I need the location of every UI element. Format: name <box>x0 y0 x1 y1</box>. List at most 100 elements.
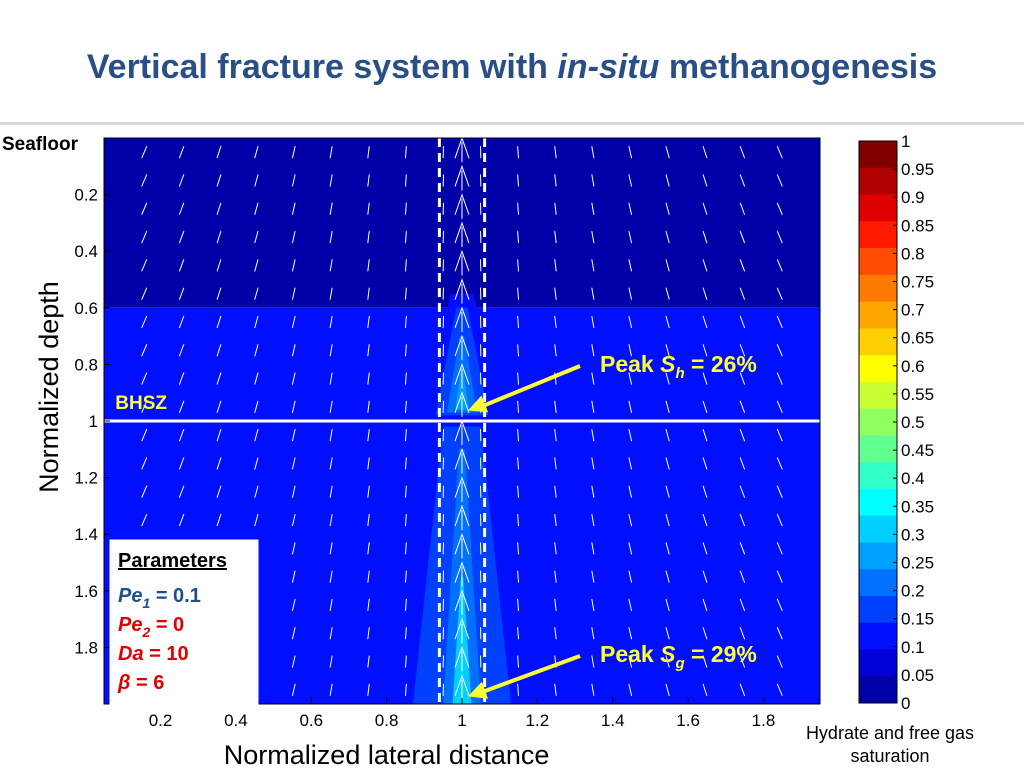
velocity-arrow <box>517 174 520 187</box>
velocity-arrow <box>739 627 746 640</box>
parameter-symbol: Da <box>118 643 144 665</box>
velocity-arrow <box>329 513 333 527</box>
velocity-arrow <box>554 174 557 187</box>
x-tick-label: 0.6 <box>299 711 323 730</box>
velocity-arrow <box>628 598 633 612</box>
velocity-arrow <box>216 230 222 244</box>
velocity-arrow <box>291 372 296 385</box>
colorbar-label-line2: saturation <box>850 746 929 766</box>
velocity-arrow <box>178 287 185 300</box>
velocity-arrow <box>367 315 370 329</box>
velocity-arrow <box>367 202 370 215</box>
velocity-arrow <box>367 344 370 357</box>
velocity-arrow <box>591 344 595 357</box>
annotation-prefix: Peak <box>600 641 660 667</box>
colorbar-segment <box>859 167 897 196</box>
velocity-arrow <box>628 457 633 470</box>
velocity-arrow <box>404 683 407 696</box>
velocity-arrow <box>178 230 185 244</box>
x-tick-label: 0.2 <box>149 711 173 730</box>
velocity-arrow <box>329 542 333 555</box>
colorbar-tick-label: 0.75 <box>901 273 934 292</box>
colorbar-segment <box>859 355 897 383</box>
x-tick-label: 1.6 <box>676 711 700 730</box>
velocity-arrow <box>665 513 670 527</box>
velocity-arrow <box>216 344 222 357</box>
fracture-arrow-head <box>454 589 470 612</box>
velocity-arrow <box>367 513 370 527</box>
velocity-arrow <box>291 627 296 640</box>
velocity-arrow <box>178 315 185 329</box>
y-tick-label: 1 <box>89 412 98 431</box>
velocity-arrow <box>776 457 783 470</box>
velocity-arrow <box>517 598 520 611</box>
velocity-arrow <box>329 570 333 583</box>
velocity-arrow <box>291 429 296 442</box>
velocity-arrow <box>628 683 633 696</box>
velocity-arrow <box>254 485 259 498</box>
velocity-arrow <box>517 259 520 272</box>
fracture-arrow-head <box>454 221 470 244</box>
velocity-arrow <box>404 287 407 300</box>
velocity-arrow <box>554 429 557 442</box>
velocity-arrow <box>554 513 557 527</box>
colorbar-tick-label: 0.15 <box>901 610 934 629</box>
velocity-arrow <box>367 400 370 413</box>
parameter-symbol: Pe <box>118 614 142 636</box>
colorbar-tick-label: 0.35 <box>901 497 934 516</box>
parameter-row: Da = 10 <box>118 643 189 665</box>
colorbar-segment <box>859 488 897 517</box>
velocity-arrow <box>776 485 783 498</box>
velocity-arrow <box>254 146 259 159</box>
velocity-arrow <box>554 400 557 413</box>
velocity-arrow <box>665 570 670 583</box>
velocity-arrow <box>628 400 633 413</box>
colorbar-segment <box>859 595 897 624</box>
velocity-arrow <box>517 655 520 668</box>
velocity-arrow <box>702 542 708 555</box>
fracture-arrow-head <box>454 476 470 498</box>
annotation-symbol: S <box>660 641 676 667</box>
velocity-arrow <box>367 287 370 300</box>
velocity-arrow <box>702 202 708 215</box>
velocity-arrow <box>367 372 370 385</box>
velocity-arrow <box>367 230 370 244</box>
colorbar-tick-label: 0.45 <box>901 441 934 460</box>
velocity-arrow <box>702 287 708 300</box>
velocity-arrow <box>404 231 407 244</box>
velocity-arrow <box>665 457 670 470</box>
velocity-arrow <box>367 146 370 159</box>
velocity-arrow <box>404 146 407 159</box>
velocity-arrow <box>216 315 222 329</box>
velocity-arrow <box>591 627 595 640</box>
velocity-arrow <box>665 655 670 668</box>
colorbar-segment <box>859 248 897 276</box>
velocity-arrow <box>628 429 633 442</box>
velocity-arrow <box>254 259 259 272</box>
velocity-arrow <box>367 457 370 470</box>
velocity-arrow <box>665 146 670 159</box>
colorbar-tick-label: 0.4 <box>901 469 925 488</box>
velocity-arrow <box>141 145 148 159</box>
velocity-arrow <box>776 315 783 329</box>
velocity-arrow <box>628 627 633 640</box>
velocity-arrow <box>591 429 595 442</box>
velocity-arrow <box>517 146 520 159</box>
velocity-arrow <box>591 400 595 413</box>
velocity-arrow <box>141 259 148 272</box>
colorbar-segment <box>859 462 897 490</box>
velocity-arrow <box>404 372 407 385</box>
velocity-arrow <box>702 457 708 470</box>
velocity-arrow <box>628 230 633 244</box>
velocity-arrow <box>776 428 783 442</box>
velocity-arrow <box>776 174 783 187</box>
velocity-arrow <box>665 202 670 215</box>
colorbar-segment <box>859 649 897 677</box>
velocity-arrow <box>404 259 407 272</box>
velocity-arrow <box>591 287 595 300</box>
velocity-arrow <box>554 570 557 583</box>
velocity-arrow <box>291 683 296 696</box>
colorbar-tick-label: 0.9 <box>901 188 925 207</box>
velocity-arrow <box>329 315 333 329</box>
fracture-arrow-head <box>454 646 470 668</box>
